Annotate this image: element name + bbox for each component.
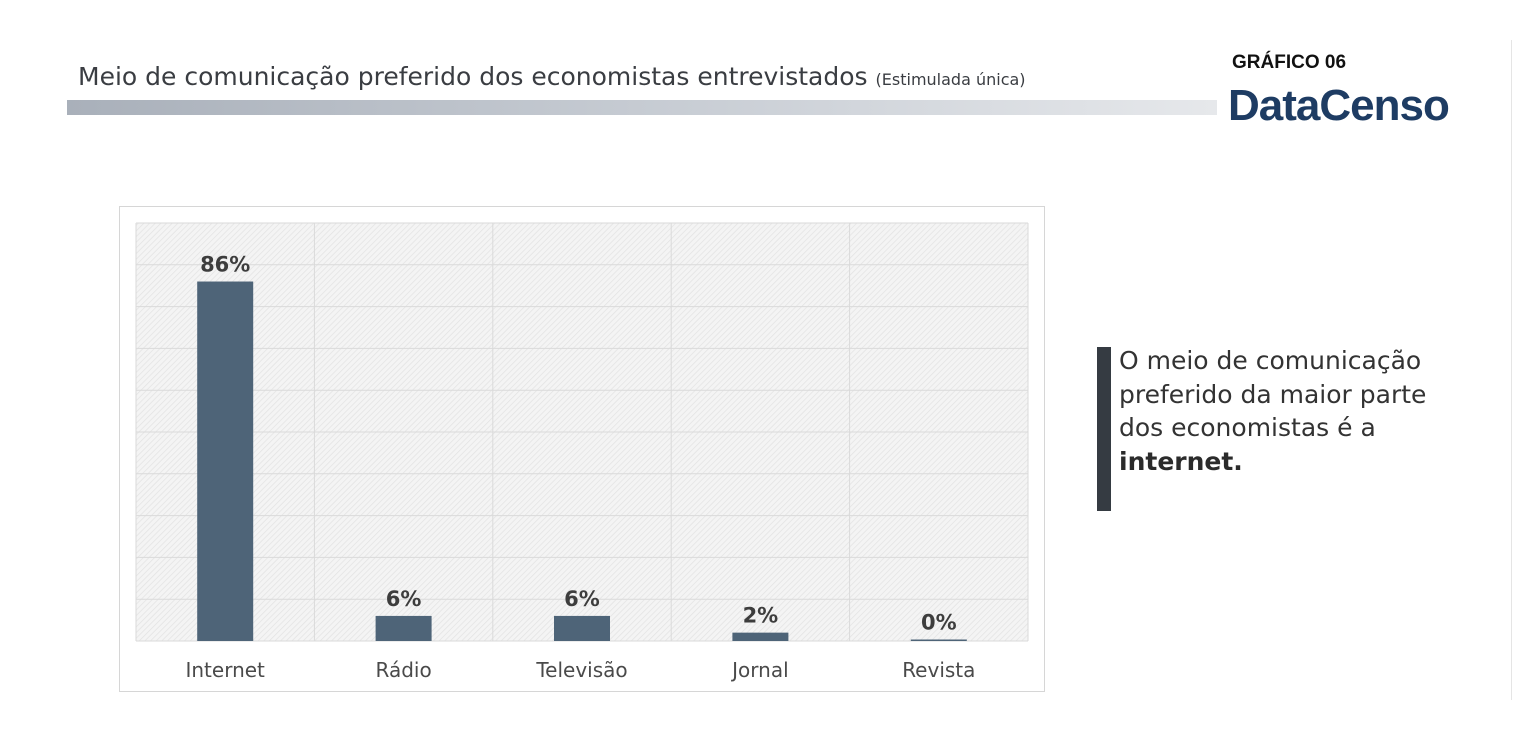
data-label-revista: 0% bbox=[921, 611, 957, 635]
chart-title: Meio de comunicação preferido dos econom… bbox=[78, 62, 868, 91]
datacenso-logo: DataCenso bbox=[1228, 80, 1488, 132]
page-edge-line bbox=[1511, 40, 1516, 700]
callout-accent-bar bbox=[1097, 347, 1111, 511]
data-label-jornal: 2% bbox=[743, 604, 779, 628]
data-labels: 86% 6% 6% 2% 0% bbox=[200, 253, 957, 635]
bar-internet bbox=[197, 281, 254, 641]
tick-label-revista: Revista bbox=[902, 658, 975, 682]
data-label-internet: 86% bbox=[200, 253, 250, 277]
bars bbox=[197, 281, 967, 641]
chart-subtitle: (Estimulada única) bbox=[875, 70, 1026, 89]
category-tick-labels: Internet Rádio Televisão Jornal Revista bbox=[185, 658, 975, 682]
bar-rádio bbox=[375, 615, 432, 641]
title-underline-rule bbox=[67, 100, 1217, 115]
logo-text: DataCenso bbox=[1228, 81, 1450, 130]
tick-label-televisão: Televisão bbox=[535, 658, 627, 682]
callout-text-regular: O meio de comunicação preferido da maior… bbox=[1119, 346, 1427, 442]
tick-label-rádio: Rádio bbox=[375, 658, 431, 682]
chart-number-label: GRÁFICO 06 bbox=[1232, 52, 1347, 73]
page-title: Meio de comunicação preferido dos econom… bbox=[78, 62, 1026, 91]
bar-televisão bbox=[554, 615, 610, 641]
callout-text-bold: internet. bbox=[1119, 446, 1243, 476]
bar-chart-svg: 86% 6% 6% 2% 0% Internet Rádio Televisão Jornal… bbox=[135, 222, 1029, 682]
tick-label-internet: Internet bbox=[185, 658, 265, 682]
bar-jornal bbox=[732, 632, 789, 641]
callout-text: O meio de comunicação preferido da maior… bbox=[1119, 344, 1457, 478]
tick-label-jornal: Jornal bbox=[730, 658, 789, 682]
data-label-televisão: 6% bbox=[564, 587, 600, 611]
data-label-rádio: 6% bbox=[386, 587, 422, 611]
bar-revista bbox=[910, 639, 967, 641]
bar-chart: 86% 6% 6% 2% 0% Internet Rádio Televisão Jornal… bbox=[119, 206, 1045, 692]
